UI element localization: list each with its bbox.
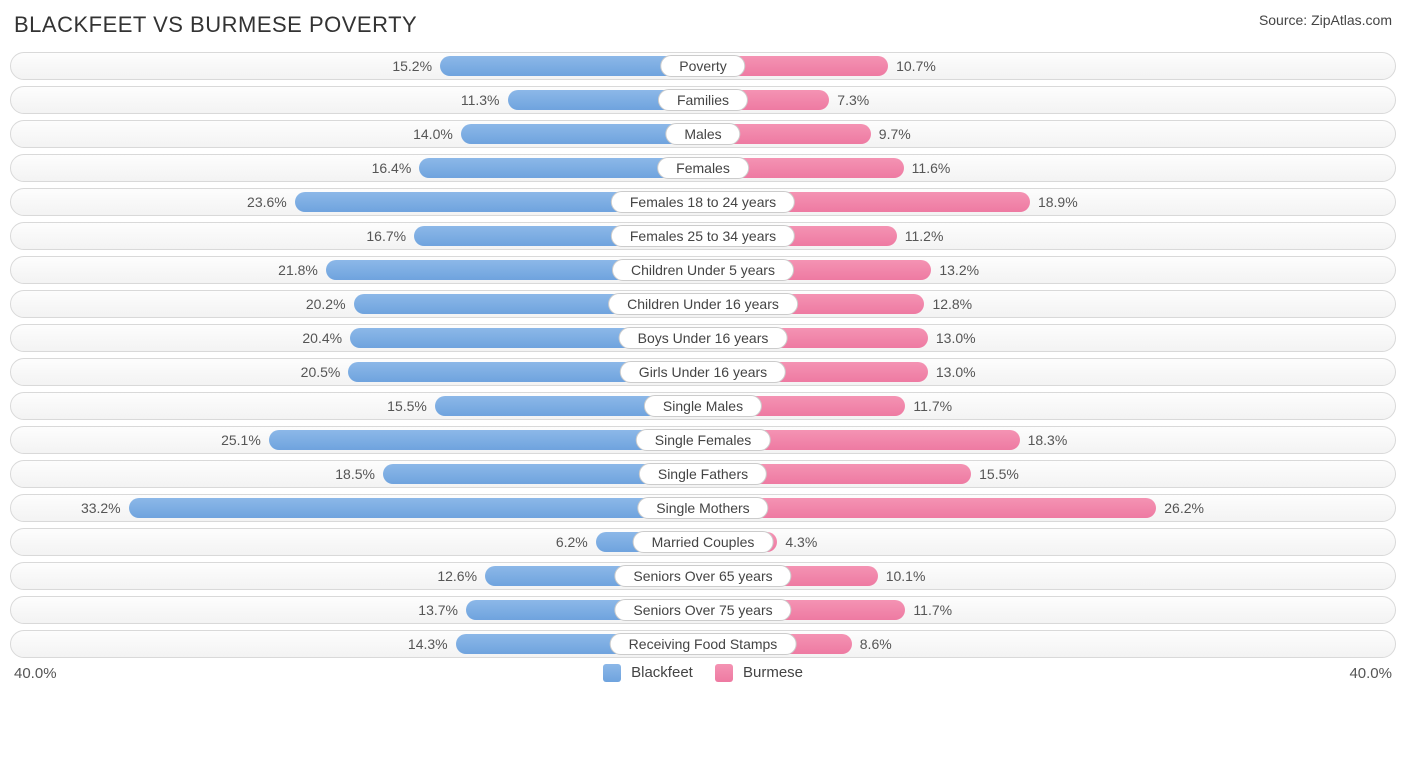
value-label-right: 11.6% xyxy=(912,160,951,176)
axis-max-right: 40.0% xyxy=(1349,665,1392,682)
legend-label-left: Blackfeet xyxy=(631,664,693,681)
chart-source: Source: ZipAtlas.com xyxy=(1259,12,1392,28)
value-label-right: 11.7% xyxy=(913,602,952,618)
category-label: Males xyxy=(665,123,740,145)
value-label-right: 26.2% xyxy=(1164,500,1204,516)
chart-row: 12.6% 10.1% Seniors Over 65 years xyxy=(10,562,1396,590)
chart-row: 25.1% 18.3% Single Females xyxy=(10,426,1396,454)
category-label: Females 18 to 24 years xyxy=(611,191,795,213)
chart-row: 20.4% 13.0% Boys Under 16 years xyxy=(10,324,1396,352)
chart-row: 21.8% 13.2% Children Under 5 years xyxy=(10,256,1396,284)
legend-item-left: Blackfeet xyxy=(603,664,693,682)
chart-row: 16.4% 11.6% Females xyxy=(10,154,1396,182)
value-label-left: 13.7% xyxy=(418,602,458,618)
chart-footer: 40.0% Blackfeet Burmese 40.0% xyxy=(10,664,1396,682)
value-label-right: 4.3% xyxy=(785,534,817,550)
category-label: Females 25 to 34 years xyxy=(611,225,795,247)
chart-row: 14.0% 9.7% Males xyxy=(10,120,1396,148)
category-label: Single Females xyxy=(636,429,771,451)
chart-row: 15.5% 11.7% Single Males xyxy=(10,392,1396,420)
value-label-left: 12.6% xyxy=(437,568,477,584)
legend-swatch-right xyxy=(715,664,733,682)
category-label: Children Under 16 years xyxy=(608,293,798,315)
value-label-left: 6.2% xyxy=(556,534,588,550)
value-label-left: 11.3% xyxy=(461,92,500,108)
value-label-right: 13.2% xyxy=(939,262,979,278)
bar-left xyxy=(129,498,703,518)
value-label-right: 9.7% xyxy=(879,126,911,142)
chart-row: 23.6% 18.9% Females 18 to 24 years xyxy=(10,188,1396,216)
chart-row: 11.3% 7.3% Families xyxy=(10,86,1396,114)
category-label: Families xyxy=(658,89,748,111)
value-label-left: 14.0% xyxy=(413,126,453,142)
value-label-right: 11.7% xyxy=(913,398,952,414)
category-label: Married Couples xyxy=(633,531,774,553)
category-label: Seniors Over 75 years xyxy=(614,599,791,621)
chart-legend: Blackfeet Burmese xyxy=(603,664,803,682)
bar-right xyxy=(703,498,1156,518)
value-label-right: 18.9% xyxy=(1038,194,1078,210)
value-label-right: 18.3% xyxy=(1028,432,1068,448)
value-label-left: 14.3% xyxy=(408,636,448,652)
value-label-left: 15.2% xyxy=(392,58,432,74)
value-label-right: 15.5% xyxy=(979,466,1019,482)
category-label: Single Fathers xyxy=(639,463,767,485)
category-label: Females xyxy=(657,157,749,179)
value-label-right: 12.8% xyxy=(932,296,972,312)
category-label: Single Mothers xyxy=(637,497,768,519)
chart-row: 14.3% 8.6% Receiving Food Stamps xyxy=(10,630,1396,658)
chart-title: BLACKFEET VS BURMESE POVERTY xyxy=(14,12,417,38)
value-label-left: 20.2% xyxy=(306,296,346,312)
value-label-left: 20.5% xyxy=(301,364,341,380)
value-label-left: 33.2% xyxy=(81,500,121,516)
legend-swatch-left xyxy=(603,664,621,682)
value-label-left: 16.7% xyxy=(366,228,406,244)
value-label-left: 16.4% xyxy=(372,160,412,176)
value-label-right: 10.7% xyxy=(896,58,936,74)
legend-item-right: Burmese xyxy=(715,664,803,682)
category-label: Receiving Food Stamps xyxy=(610,633,797,655)
value-label-right: 7.3% xyxy=(837,92,869,108)
chart-header: BLACKFEET VS BURMESE POVERTY Source: Zip… xyxy=(10,12,1396,38)
chart-row: 18.5% 15.5% Single Fathers xyxy=(10,460,1396,488)
category-label: Boys Under 16 years xyxy=(619,327,788,349)
chart-row: 20.5% 13.0% Girls Under 16 years xyxy=(10,358,1396,386)
chart-row: 33.2% 26.2% Single Mothers xyxy=(10,494,1396,522)
category-label: Poverty xyxy=(660,55,745,77)
chart-row: 15.2% 10.7% Poverty xyxy=(10,52,1396,80)
chart-row: 6.2% 4.3% Married Couples xyxy=(10,528,1396,556)
chart-row: 13.7% 11.7% Seniors Over 75 years xyxy=(10,596,1396,624)
category-label: Seniors Over 65 years xyxy=(614,565,791,587)
value-label-right: 13.0% xyxy=(936,330,976,346)
value-label-left: 21.8% xyxy=(278,262,318,278)
chart-row: 16.7% 11.2% Females 25 to 34 years xyxy=(10,222,1396,250)
legend-label-right: Burmese xyxy=(743,664,803,681)
value-label-right: 10.1% xyxy=(886,568,926,584)
value-label-left: 23.6% xyxy=(247,194,287,210)
value-label-right: 8.6% xyxy=(860,636,892,652)
value-label-left: 20.4% xyxy=(302,330,342,346)
chart-rows: 15.2% 10.7% Poverty 11.3% 7.3% Families 14.0% 9… xyxy=(10,52,1396,658)
value-label-left: 15.5% xyxy=(387,398,427,414)
category-label: Girls Under 16 years xyxy=(620,361,786,383)
value-label-left: 25.1% xyxy=(221,432,261,448)
chart-row: 20.2% 12.8% Children Under 16 years xyxy=(10,290,1396,318)
value-label-left: 18.5% xyxy=(335,466,375,482)
category-label: Single Males xyxy=(644,395,762,417)
value-label-right: 13.0% xyxy=(936,364,976,380)
category-label: Children Under 5 years xyxy=(612,259,794,281)
value-label-right: 11.2% xyxy=(905,228,944,244)
axis-max-left: 40.0% xyxy=(14,665,57,682)
